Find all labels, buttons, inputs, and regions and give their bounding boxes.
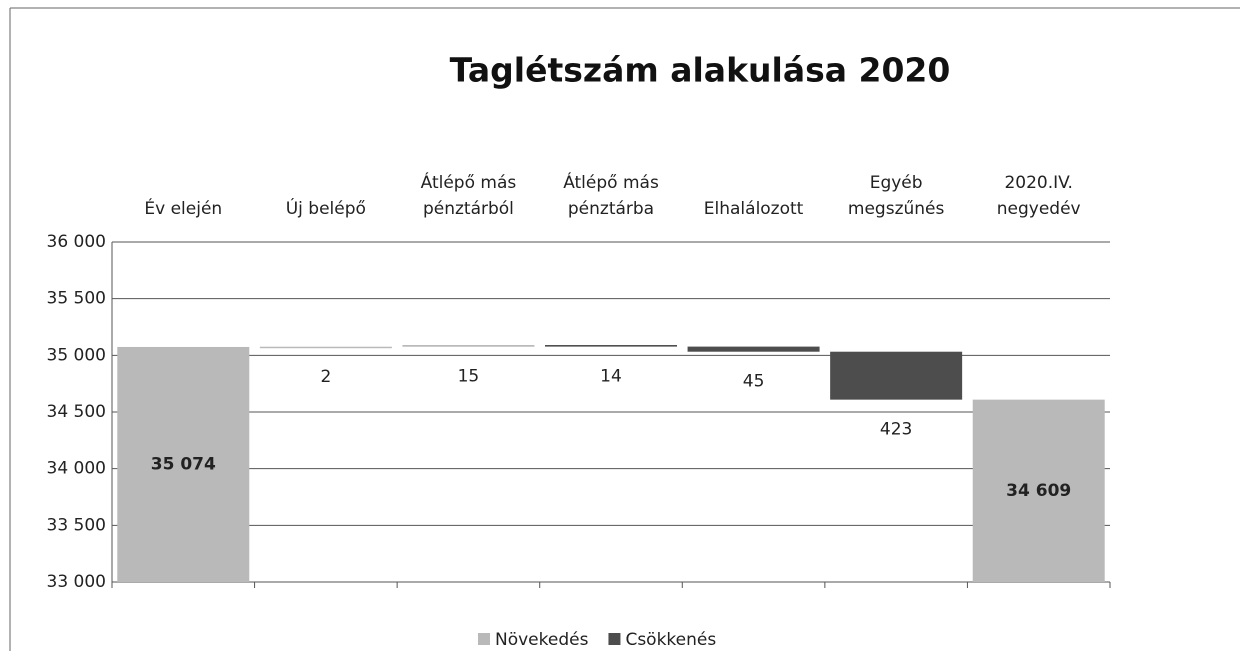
value-label: 14 bbox=[600, 367, 622, 387]
value-label: 15 bbox=[458, 367, 480, 387]
legend-swatch bbox=[478, 633, 490, 645]
bar bbox=[117, 346, 250, 582]
bar bbox=[259, 346, 392, 349]
y-tick-label: 34 500 bbox=[47, 402, 106, 422]
value-label: 34 609 bbox=[1006, 481, 1071, 501]
y-tick-label: 35 000 bbox=[47, 345, 106, 365]
category-label: Elhalálozott bbox=[703, 199, 804, 219]
value-label: 45 bbox=[743, 372, 765, 392]
y-tick-label: 34 000 bbox=[47, 459, 106, 479]
bar bbox=[972, 399, 1105, 582]
legend-label: Növekedés bbox=[495, 630, 589, 650]
value-label: 2 bbox=[320, 367, 331, 387]
category-label: Átlépő más pénztárból bbox=[420, 173, 517, 219]
frame bbox=[9, 7, 1240, 651]
bar bbox=[545, 345, 677, 347]
value-label: 423 bbox=[880, 420, 912, 440]
category-label: Év elején bbox=[144, 199, 223, 219]
bar bbox=[402, 345, 535, 347]
bar bbox=[687, 346, 820, 352]
chart-title: Taglétszám alakulása 2020 bbox=[450, 51, 951, 90]
y-tick-label: 33 000 bbox=[47, 572, 106, 592]
category-label: Új belépő bbox=[285, 199, 366, 219]
y-tick-label: 35 500 bbox=[47, 289, 106, 309]
value-label: 35 074 bbox=[151, 454, 216, 474]
y-tick-label: 33 500 bbox=[47, 515, 106, 535]
y-tick-label: 36 000 bbox=[47, 232, 106, 252]
category-label: 2020.IV. negyedév bbox=[996, 173, 1081, 219]
category-label: Átlépő más pénztárba bbox=[563, 173, 659, 219]
category-label: Egyéb megszűnés bbox=[847, 173, 945, 219]
bar bbox=[830, 351, 963, 400]
legend-swatch bbox=[608, 633, 621, 645]
legend-label: Csökkenés bbox=[625, 630, 716, 650]
